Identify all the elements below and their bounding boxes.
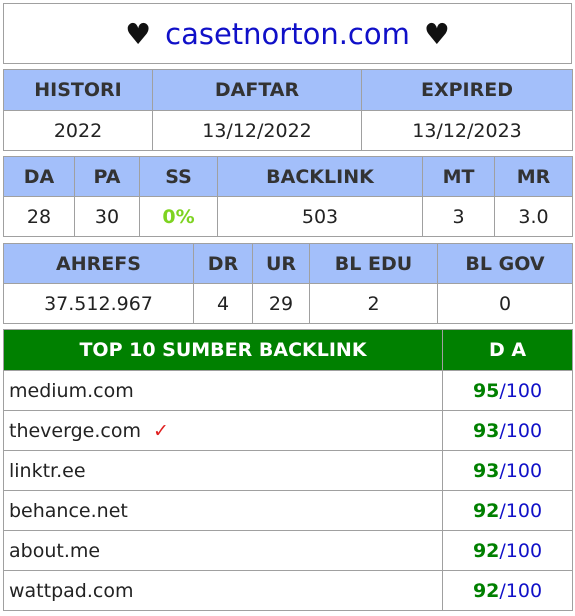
da-max: 100 bbox=[505, 419, 543, 442]
pa-value: 30 bbox=[74, 196, 140, 237]
da-separator: / bbox=[499, 379, 506, 402]
header-da-score: D A bbox=[442, 329, 573, 371]
table-row: theverge.com ✓ 93/100 bbox=[3, 410, 573, 451]
heart-icon: ♥ bbox=[125, 16, 152, 51]
header-mt: MT bbox=[422, 156, 495, 197]
header-da: DA bbox=[3, 156, 75, 197]
backlink-site[interactable]: theverge.com bbox=[9, 419, 141, 442]
backlink-site[interactable]: linktr.ee bbox=[9, 459, 86, 482]
header-ahrefs: AHREFS bbox=[3, 243, 194, 284]
header-daftar: DAFTAR bbox=[152, 69, 362, 111]
da-separator: / bbox=[499, 539, 506, 562]
da-score: 93 bbox=[472, 459, 500, 482]
domain-name: casetnorton.com bbox=[165, 16, 410, 51]
da-score: 92 bbox=[472, 579, 500, 602]
da-separator: / bbox=[499, 499, 506, 522]
table-row: medium.com 95/100 bbox=[3, 370, 573, 411]
ss-value: 0% bbox=[139, 196, 218, 237]
table-row: linktr.ee 93/100 bbox=[3, 450, 573, 491]
header-dr: DR bbox=[193, 243, 253, 284]
domain-header: ♥ casetnorton.com ♥ bbox=[3, 3, 572, 64]
table-row: wattpad.com 92/100 bbox=[3, 570, 573, 611]
table-row: behance.net 92/100 bbox=[3, 490, 573, 531]
heart-icon: ♥ bbox=[423, 16, 450, 51]
backlink-site[interactable]: wattpad.com bbox=[9, 579, 134, 602]
registration-table: HISTORI DAFTAR EXPIRED 2022 13/12/2022 1… bbox=[3, 69, 573, 151]
header-pa: PA bbox=[74, 156, 140, 197]
ur-value: 29 bbox=[252, 283, 310, 324]
header-histori: HISTORI bbox=[3, 69, 153, 111]
header-bl-gov: BL GOV bbox=[437, 243, 573, 284]
top-backlinks-table: TOP 10 SUMBER BACKLINK D A medium.com 95… bbox=[3, 329, 573, 611]
da-score: 93 bbox=[472, 419, 500, 442]
ahrefs-table: AHREFS DR UR BL EDU BL GOV 37.512.967 4 … bbox=[3, 243, 573, 324]
backlink-site[interactable]: medium.com bbox=[9, 379, 134, 402]
da-value: 28 bbox=[3, 196, 75, 237]
da-max: 100 bbox=[505, 459, 543, 482]
daftar-value: 13/12/2022 bbox=[152, 110, 362, 151]
da-max: 100 bbox=[505, 579, 543, 602]
ahrefs-value: 37.512.967 bbox=[3, 283, 194, 324]
check-icon: ✓ bbox=[152, 419, 169, 442]
da-max: 100 bbox=[505, 499, 543, 522]
da-score: 92 bbox=[472, 539, 500, 562]
table-row: about.me 92/100 bbox=[3, 530, 573, 571]
header-top-backlinks: TOP 10 SUMBER BACKLINK bbox=[3, 329, 443, 371]
da-max: 100 bbox=[505, 539, 543, 562]
da-score: 92 bbox=[472, 499, 500, 522]
expired-value: 13/12/2023 bbox=[361, 110, 573, 151]
da-separator: / bbox=[499, 579, 506, 602]
header-backlink: BACKLINK bbox=[217, 156, 423, 197]
bl-gov-value: 0 bbox=[437, 283, 573, 324]
da-score: 95 bbox=[472, 379, 500, 402]
bl-edu-value: 2 bbox=[309, 283, 438, 324]
mr-value: 3.0 bbox=[494, 196, 573, 237]
backlink-site[interactable]: behance.net bbox=[9, 499, 128, 522]
da-separator: / bbox=[499, 419, 506, 442]
histori-value: 2022 bbox=[3, 110, 153, 151]
header-ur: UR bbox=[252, 243, 310, 284]
header-ss: SS bbox=[139, 156, 218, 197]
da-max: 100 bbox=[505, 379, 543, 402]
dr-value: 4 bbox=[193, 283, 253, 324]
header-expired: EXPIRED bbox=[361, 69, 573, 111]
backlink-site[interactable]: about.me bbox=[9, 539, 101, 562]
mt-value: 3 bbox=[422, 196, 495, 237]
header-mr: MR bbox=[494, 156, 573, 197]
metrics-table: DA PA SS BACKLINK MT MR 28 30 0% 503 3 3… bbox=[3, 156, 573, 237]
da-separator: / bbox=[499, 459, 506, 482]
backlink-value: 503 bbox=[217, 196, 423, 237]
header-bl-edu: BL EDU bbox=[309, 243, 438, 284]
